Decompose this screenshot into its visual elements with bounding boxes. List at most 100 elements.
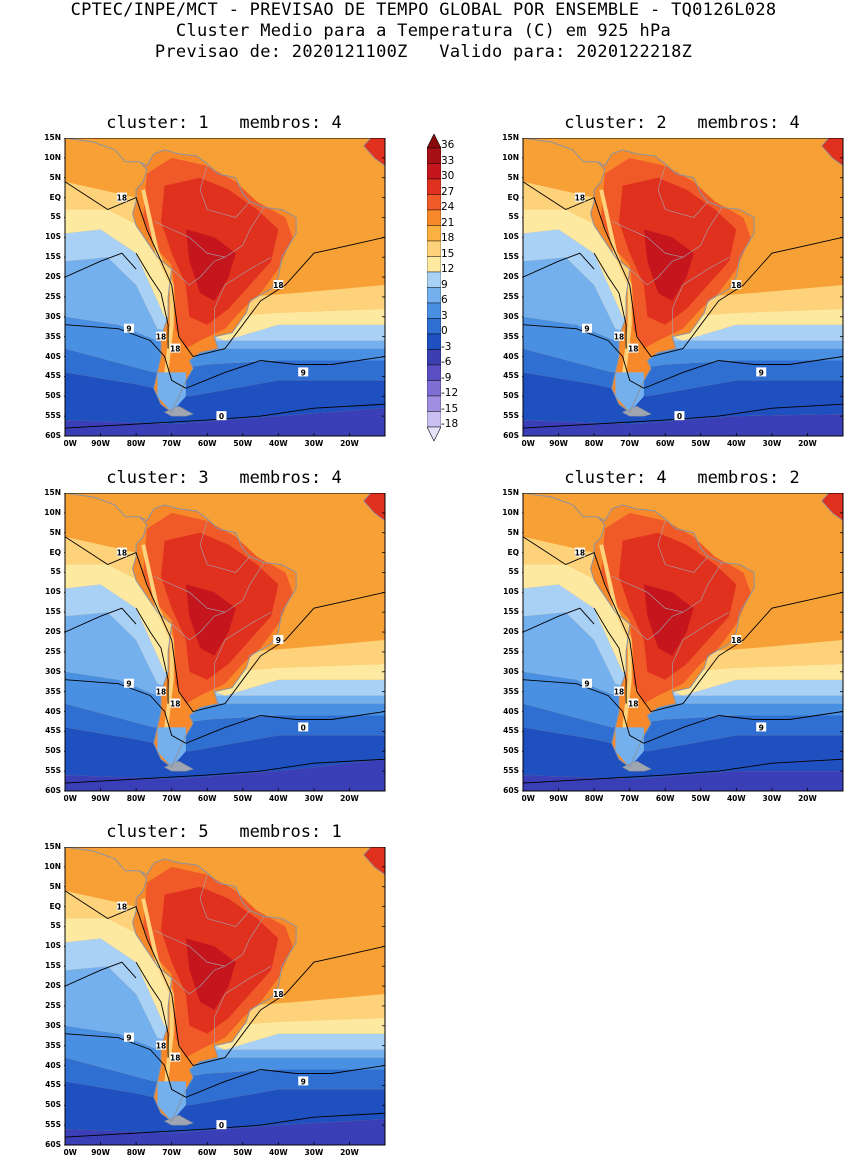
contour-label-text: 18 [117, 903, 127, 912]
country-border [214, 256, 272, 337]
central-america-coast [65, 493, 140, 518]
contour-label-text: 18 [731, 281, 741, 290]
lon-tick-label: 80W [127, 439, 146, 448]
lat-tick-label: 30S [45, 666, 61, 676]
colorbar-swatch [427, 380, 441, 397]
lon-tick-label: 90W [91, 1148, 110, 1157]
lat-tick-label: 30S [45, 311, 61, 321]
contour-label: 9 [582, 323, 592, 334]
lat-tick-label: 45S [45, 726, 61, 736]
contour-label: 18 [628, 343, 638, 354]
colorbar-swatch [427, 318, 441, 335]
patagonia-cool [157, 727, 186, 768]
lat-tick-label: 15S [45, 961, 61, 971]
temperature-band [523, 671, 843, 728]
contour-line [135, 252, 169, 349]
temperature-band [65, 408, 385, 436]
contour-label-text: 0 [219, 1121, 224, 1130]
country-border [672, 256, 730, 337]
lon-tick-label: 80W [127, 1148, 146, 1157]
lon-tick-label: 80W [585, 439, 604, 448]
lat-tick-label: 20S [45, 627, 61, 637]
country-border [657, 165, 709, 218]
contour-label-text: 18 [170, 700, 180, 709]
country-border [629, 611, 684, 641]
temperature-band [523, 414, 843, 436]
lat-tick-label: 10N [44, 152, 61, 162]
temperature-band [65, 966, 385, 1058]
lon-tick-label: 60W [198, 439, 217, 448]
patagonia-cool [157, 1081, 186, 1122]
lat-tick-label: 40S [45, 1060, 61, 1070]
lon-tick-label: 50W [233, 794, 252, 803]
lat-tick-label: 5S [50, 212, 61, 222]
lon-tick-label: 90W [91, 439, 110, 448]
contour-label: 0 [674, 411, 685, 421]
colorbar-label: -12 [441, 387, 459, 399]
contour-label: 9 [756, 367, 767, 377]
lat-tick-label: EQ [49, 192, 62, 202]
contour-label: 18 [575, 547, 585, 558]
colorbar-swatch [427, 163, 441, 180]
contour-label: 18 [731, 280, 742, 290]
lat-tick-label: 60S [45, 786, 61, 795]
lon-tick-label: 50W [233, 439, 252, 448]
lat-tick-label: 55S [45, 411, 61, 421]
colorbar-label: 6 [441, 294, 448, 306]
lat-tick-label: 5N [49, 172, 62, 182]
lat-tick-label: 5S [50, 921, 61, 931]
lon-tick-label: 80W [585, 794, 604, 803]
colorbar-top-arrow [427, 134, 441, 149]
lon-tick-label: 50W [691, 794, 710, 803]
contour-label-text: 18 [614, 333, 624, 342]
contour-label-text: 18 [273, 990, 283, 999]
lon-tick-label: 40W [269, 439, 288, 448]
africa-coast [821, 138, 843, 167]
lon-tick-label: 40W [727, 794, 746, 803]
contour-line [65, 961, 137, 987]
contour-line [65, 1112, 385, 1138]
colorbar-swatch [427, 302, 441, 319]
contour-label-text: 18 [156, 333, 166, 342]
temperature-band [523, 209, 843, 341]
lat-tick-label: 15S [503, 252, 519, 262]
lat-tick-label: 55S [503, 766, 519, 776]
lon-tick-label: 90W [91, 794, 110, 803]
temperature-band [523, 257, 843, 349]
lat-tick-label: 50S [45, 391, 61, 401]
lat-tick-label: 15N [44, 842, 61, 851]
contour-line [65, 324, 385, 389]
contour-label-text: 0 [677, 412, 682, 421]
contour-label: 9 [273, 635, 284, 645]
coastline [132, 504, 297, 768]
temperature-band [523, 612, 843, 704]
lat-tick-label: 50S [45, 746, 61, 756]
lat-tick-label: 20S [45, 981, 61, 991]
lat-tick-label: 55S [45, 1120, 61, 1130]
contour-line [65, 607, 137, 633]
header-line-2: Cluster Medio para a Temperatura (C) em … [175, 21, 672, 41]
lat-tick-label: 5S [50, 567, 61, 577]
lat-tick-label: 10S [45, 587, 61, 597]
lon-tick-label: 60W [198, 794, 217, 803]
coastline [590, 504, 755, 768]
coastline [590, 149, 755, 413]
contour-line [523, 536, 843, 713]
lat-tick-label: 20S [45, 272, 61, 282]
country-border [153, 207, 265, 258]
temperature-band [523, 564, 843, 696]
africa-coast [363, 138, 385, 167]
colorbar-label: -15 [441, 402, 459, 415]
lon-tick-label: 50W [691, 439, 710, 448]
central-america-coast [65, 138, 140, 163]
country-border [199, 874, 251, 927]
lat-tick-label: 50S [503, 391, 519, 401]
contour-label-text: 9 [584, 680, 589, 689]
temperature-band [65, 671, 385, 728]
lon-tick-label: 30W [763, 439, 782, 448]
lat-tick-label: 5S [508, 567, 519, 577]
contour-line [135, 607, 169, 704]
contour-label-text: 18 [614, 688, 624, 697]
lat-tick-label: 15S [503, 607, 519, 617]
country-border [657, 520, 709, 573]
